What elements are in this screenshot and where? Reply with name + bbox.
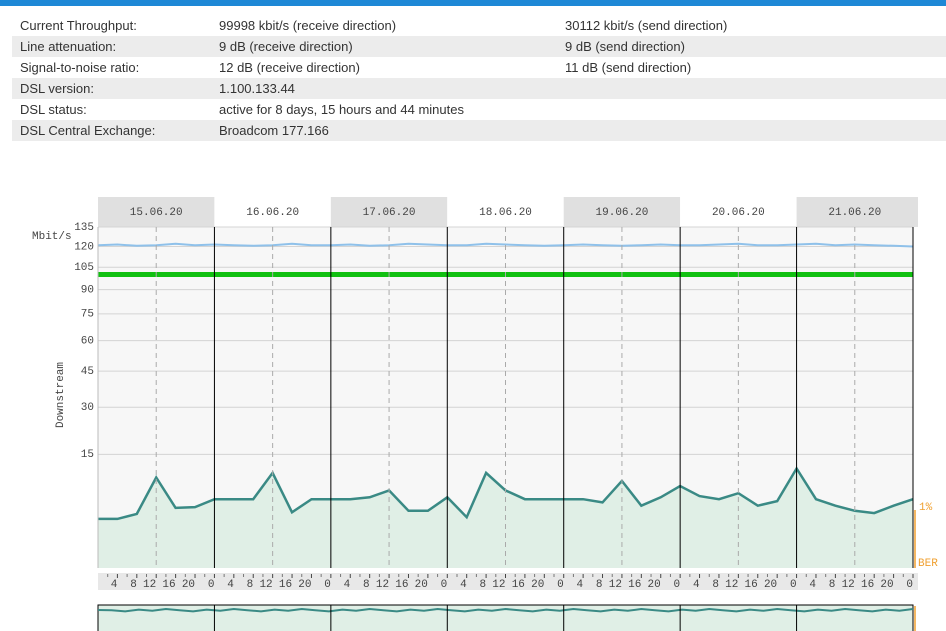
- x-tick-label: 4: [227, 579, 234, 591]
- table-row: DSL Central Exchange: Broadcom 177.166: [12, 120, 946, 141]
- date-header: 18.06.20: [479, 207, 532, 219]
- table-cell: 12 dB (receive direction): [219, 60, 360, 75]
- x-tick-label: 12: [143, 579, 156, 591]
- date-header: 21.06.20: [828, 207, 881, 219]
- right-label: BER: [918, 558, 938, 570]
- x-tick-label: 20: [648, 579, 661, 591]
- date-header-bg: [214, 197, 331, 227]
- x-tick-label: 4: [344, 579, 351, 591]
- table-row: DSL version: 1.100.133.44: [12, 78, 946, 99]
- date-header: 15.06.20: [130, 207, 183, 219]
- x-tick-label: 20: [415, 579, 428, 591]
- x-tick-label: 12: [492, 579, 505, 591]
- x-tick-label: 8: [712, 579, 719, 591]
- date-header: 19.06.20: [596, 207, 649, 219]
- x-tick-label: 16: [628, 579, 641, 591]
- x-tick-label: 12: [725, 579, 738, 591]
- table-row: Current Throughput: 99998 kbit/s (receive…: [12, 15, 946, 36]
- x-tick-label: 16: [861, 579, 874, 591]
- table-cell: active for 8 days, 15 hours and 44 minut…: [219, 102, 464, 117]
- table-cell: Signal-to-noise ratio:: [20, 60, 140, 75]
- date-header: 17.06.20: [363, 207, 416, 219]
- y-tick-label: 30: [81, 402, 94, 414]
- x-tick-label: 0: [324, 579, 331, 591]
- table-cell: DSL Central Exchange:: [12, 120, 211, 141]
- table-cell: 9 dB (send direction): [557, 36, 946, 57]
- x-tick-label: 4: [577, 579, 584, 591]
- table-cell: Line attenuation:: [12, 36, 211, 57]
- dsl-info-table: Current Throughput: 99998 kbit/s (receive…: [12, 15, 946, 141]
- series-line: [97, 242, 914, 248]
- x-tick-label: 20: [182, 579, 195, 591]
- date-header-bg: [447, 197, 564, 227]
- upstream-line: [97, 607, 914, 613]
- x-tick-label: 8: [479, 579, 486, 591]
- x-tick-label: 8: [829, 579, 836, 591]
- x-tick-label: 16: [162, 579, 175, 591]
- right-label: 1%: [919, 502, 933, 514]
- header-bg: [913, 197, 918, 227]
- x-tick-label: 0: [208, 579, 215, 591]
- table-cell: Current Throughput:: [20, 18, 137, 33]
- table-cell: 1.100.133.44: [211, 78, 946, 99]
- top-bar: [0, 0, 946, 6]
- x-tick-label: 16: [745, 579, 758, 591]
- x-tick-label: 20: [531, 579, 544, 591]
- y-tick-label: 45: [81, 366, 94, 378]
- tick-strip: [98, 573, 918, 590]
- x-tick-label: 20: [764, 579, 777, 591]
- y-tick-label: 135: [74, 222, 94, 234]
- x-tick-label: 20: [298, 579, 311, 591]
- x-tick-label: 8: [130, 579, 137, 591]
- x-tick-label: 0: [557, 579, 564, 591]
- y-tick-label: 90: [81, 284, 94, 296]
- x-tick-label: 0: [441, 579, 448, 591]
- x-tick-label: 20: [880, 579, 893, 591]
- x-tick-label: 4: [693, 579, 700, 591]
- x-tick-label: 8: [247, 579, 254, 591]
- table-cell: 30112 kbit/s (send direction): [565, 18, 728, 33]
- x-tick-label: 8: [363, 579, 370, 591]
- y-tick-label: 60: [81, 336, 94, 348]
- date-header: 16.06.20: [246, 207, 299, 219]
- y-tick-label: 15: [81, 449, 94, 461]
- x-tick-label: 0: [790, 579, 797, 591]
- date-header-bg: [563, 197, 681, 227]
- x-tick-label: 8: [596, 579, 603, 591]
- x-tick-label: 12: [842, 579, 855, 591]
- x-tick-label: 4: [111, 579, 118, 591]
- date-header-bg: [680, 197, 797, 227]
- date-header: 20.06.20: [712, 207, 765, 219]
- y-unit: Mbit/s: [32, 231, 72, 243]
- table-cell: DSL version:: [12, 78, 211, 99]
- table-cell: 9 dB (receive direction): [211, 36, 557, 57]
- x-tick-label: 12: [259, 579, 272, 591]
- table-row: DSL status: active for 8 days, 15 hours a…: [12, 99, 946, 120]
- x-tick-label: 0: [906, 579, 913, 591]
- table-cell: Broadcom 177.166: [211, 120, 946, 141]
- x-tick-label: 4: [809, 579, 816, 591]
- table-cell: DSL status:: [20, 102, 87, 117]
- x-tick-label: 4: [460, 579, 467, 591]
- table-row: Line attenuation: 9 dB (receive direction…: [12, 36, 946, 57]
- x-tick-label: 16: [512, 579, 525, 591]
- table-cell: 11 dB (send direction): [565, 60, 692, 75]
- x-tick-label: 12: [609, 579, 622, 591]
- x-tick-label: 16: [395, 579, 408, 591]
- x-tick-label: 0: [674, 579, 681, 591]
- y-tick-label: 120: [74, 241, 94, 253]
- y-tick-label: 105: [74, 262, 94, 274]
- y-axis-label: Downstream: [55, 362, 67, 428]
- x-tick-label: 12: [376, 579, 389, 591]
- table-cell: 99998 kbit/s (receive direction): [219, 18, 397, 33]
- y-tick-label: 75: [81, 309, 94, 321]
- date-header-bg: [796, 197, 913, 227]
- date-header-bg: [98, 197, 215, 227]
- table-row: Signal-to-noise ratio: 12 dB (receive dir…: [12, 57, 946, 78]
- date-header-bg: [330, 197, 448, 227]
- x-tick-label: 16: [279, 579, 292, 591]
